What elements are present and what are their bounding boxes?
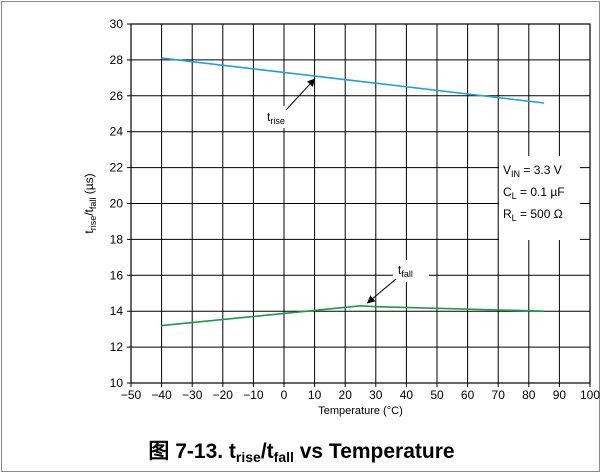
y-tick-label: 26 <box>110 89 124 103</box>
rise-label-bg <box>262 106 302 128</box>
y-tick-label: 12 <box>110 340 124 354</box>
series-label-fall: tfall <box>398 263 413 279</box>
series <box>161 57 545 327</box>
condition-in: VIN = 3.3 V <box>503 163 562 179</box>
grid <box>131 24 590 383</box>
x-tick-label: −40 <box>151 388 172 402</box>
y-tick-label: 10 <box>110 376 124 390</box>
x-tick-label: 20 <box>339 388 353 402</box>
series-line-fall <box>161 304 545 327</box>
y-tick-label: 18 <box>110 232 124 246</box>
series-label-rise: trise <box>267 110 285 126</box>
caption-suffix: vs Temperature <box>293 440 455 463</box>
x-tick-label: 10 <box>308 388 322 402</box>
x-tick-label: −50 <box>121 388 142 402</box>
x-tick-label: −20 <box>213 388 234 402</box>
conditions-box <box>499 156 580 240</box>
axes: −50 −40 −30 −20 −10 0 10 20 30 40 50 60 70 80 90 100 10 1… <box>82 17 600 417</box>
y-tick-label: 22 <box>110 161 124 175</box>
x-tick-label: 100 <box>580 388 600 402</box>
x-tick-label: 50 <box>430 388 444 402</box>
caption-mid: /t <box>260 440 274 463</box>
x-axis-label: Temperature (°C) <box>318 405 402 417</box>
y-tick-label: 28 <box>110 53 124 67</box>
y-tick-label: 14 <box>110 304 124 318</box>
y-axis-label: trise/tfall (µs) <box>82 173 98 233</box>
y-tick-label: 24 <box>110 125 124 139</box>
fall-label-bg <box>393 260 429 282</box>
x-tick-label: 40 <box>400 388 414 402</box>
x-tick-label: 30 <box>369 388 383 402</box>
x-tick-label: 60 <box>461 388 475 402</box>
series-line-rise <box>161 57 545 104</box>
rise-arrow <box>285 78 316 111</box>
y-tick-label: 16 <box>110 268 124 282</box>
annotations: trise tfall VIN = 3.3 V CL = 0.1 µF RL = 500… <box>262 78 580 304</box>
caption-prefix: 图 7-13. t <box>148 440 236 463</box>
x-tick-label: 90 <box>553 388 567 402</box>
caption-sub-fall: fall <box>273 449 294 465</box>
x-tick-label: −30 <box>182 388 203 402</box>
caption-sub-rise: rise <box>235 449 261 465</box>
y-tick-label: 20 <box>110 197 124 211</box>
figure-caption: 图 7-13. trise/tfall vs Temperature <box>0 435 603 465</box>
y-tick-label: 30 <box>110 17 124 31</box>
x-tick-label: 80 <box>522 388 536 402</box>
x-tick-label: 0 <box>281 388 288 402</box>
x-tick-label: −10 <box>243 388 264 402</box>
fall-arrow <box>366 278 397 304</box>
x-tick-label: 70 <box>492 388 506 402</box>
condition-l: CL = 0.1 µF <box>503 185 565 201</box>
condition-l: RL = 500 Ω <box>503 207 563 223</box>
